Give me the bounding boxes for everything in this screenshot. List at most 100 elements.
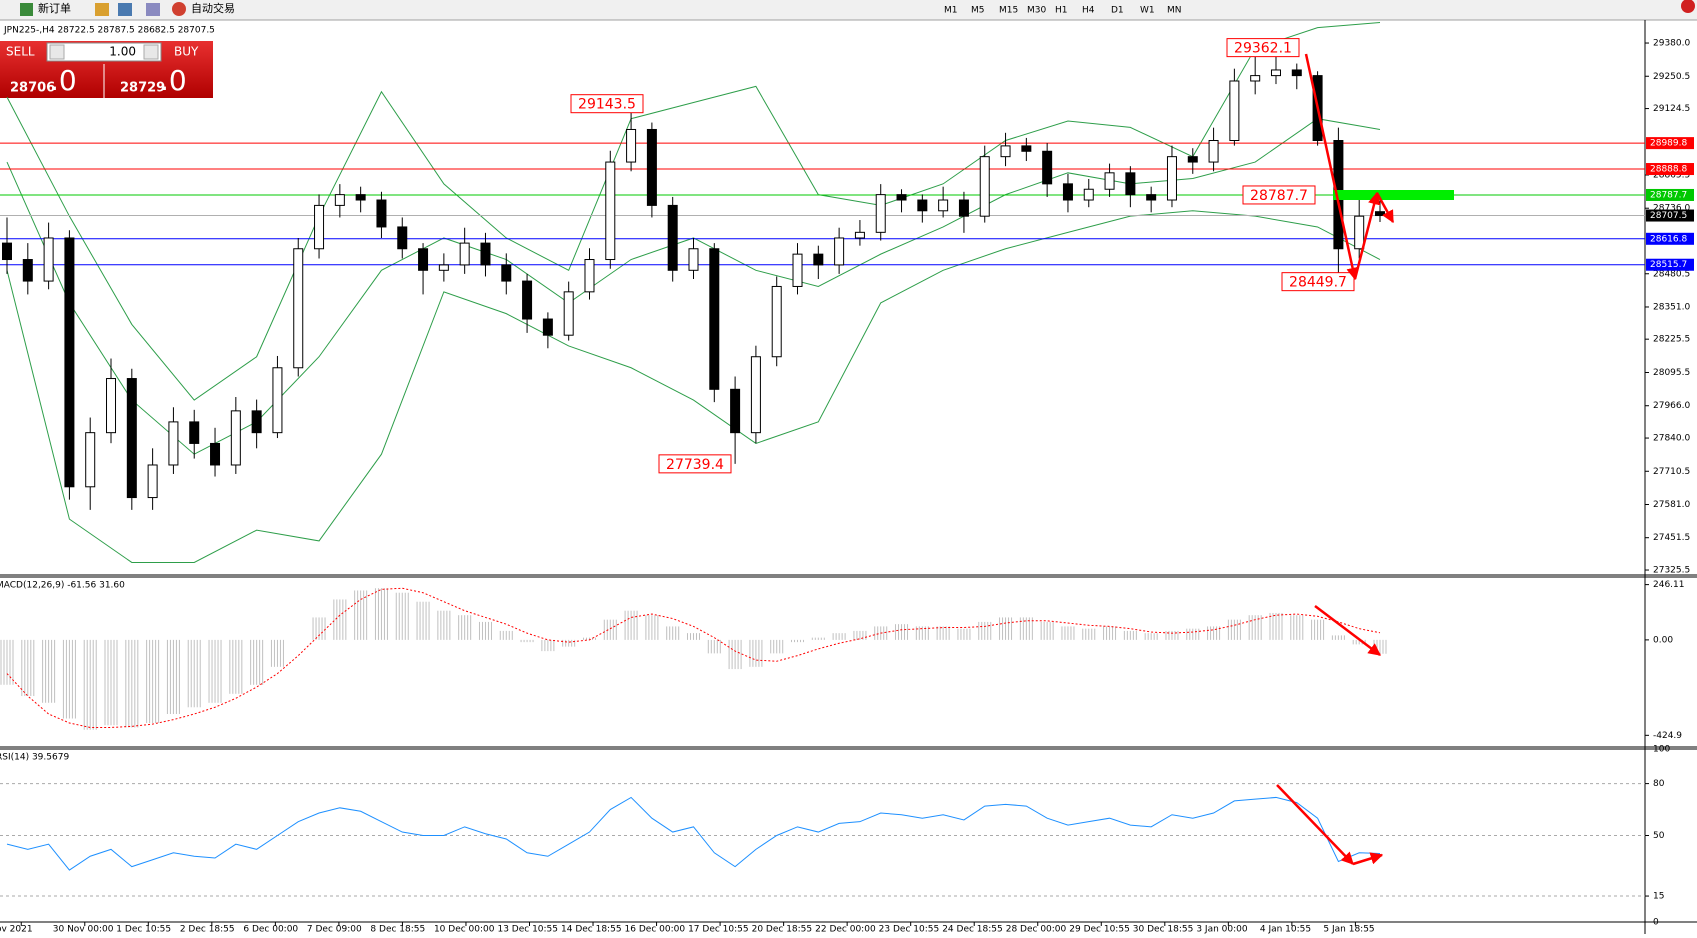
bollinger-upper	[6, 22, 1381, 401]
y-tick-label: 28095.5	[1653, 368, 1690, 378]
price-level-label: 28888.8	[1650, 165, 1687, 175]
x-tick-label: 13 Dec 10:55	[497, 925, 558, 935]
annotation: 29362.1	[1234, 41, 1292, 57]
candle-body	[397, 226, 408, 250]
candle-body	[667, 204, 678, 271]
y-tick-label: 246.11	[1653, 580, 1685, 590]
volume-down[interactable]	[49, 44, 65, 60]
x-tick-label: 22 Dec 00:00	[815, 925, 876, 935]
candle-body	[522, 280, 533, 320]
timeframe[interactable]: W1	[1140, 6, 1155, 16]
candle-body	[147, 464, 158, 499]
tool-icon[interactable]	[146, 3, 160, 16]
candle-body	[771, 285, 782, 358]
candle-body	[376, 199, 387, 228]
chart-title: JPN225-,H4 28722.5 28787.5 28682.5 28707…	[3, 26, 215, 36]
timeframe[interactable]: MN	[1167, 6, 1182, 16]
candle-body	[605, 161, 616, 261]
price-level-label: 28787.7	[1650, 190, 1687, 200]
candle-body	[1104, 172, 1115, 190]
volume[interactable]: 1.00	[109, 45, 136, 59]
x-tick-label: 24 Dec 18:55	[942, 925, 1003, 935]
candle-body	[459, 242, 470, 266]
x-tick-label: 6 Dec 00:00	[243, 925, 298, 935]
auto-trading[interactable]: 自动交易	[191, 1, 235, 15]
candle-body	[189, 421, 200, 444]
y-tick-label: 80	[1653, 779, 1665, 789]
arrow	[1375, 192, 1395, 224]
volume-box[interactable]	[46, 42, 162, 62]
price-level-label: 28515.7	[1650, 260, 1687, 270]
timeframe[interactable]: M30	[1027, 6, 1046, 16]
candle-body	[480, 242, 491, 266]
macd-signal	[6, 587, 1381, 728]
y-tick-label: 29124.5	[1653, 104, 1690, 114]
arrow	[1352, 852, 1384, 866]
candle-body	[1166, 156, 1177, 201]
bid-price[interactable]: 28706	[10, 81, 55, 96]
volume-up[interactable]	[143, 44, 159, 60]
candle-body	[938, 199, 949, 212]
price-level-label: 28616.8	[1650, 234, 1687, 244]
timeframe[interactable]: D1	[1111, 6, 1124, 16]
sell-button[interactable]: SELL	[6, 45, 35, 59]
annotation: 27739.4	[666, 457, 724, 473]
y-tick-label: 29250.5	[1653, 72, 1690, 82]
candle-body	[230, 410, 241, 466]
candle-body	[1291, 69, 1302, 77]
new-order-icon[interactable]	[20, 3, 33, 16]
candle-body	[709, 248, 720, 390]
candle-body	[43, 237, 54, 282]
buy-button[interactable]: BUY	[174, 45, 199, 59]
y-tick-label: 27840.0	[1653, 434, 1690, 444]
bollinger-lower	[6, 210, 1381, 563]
x-tick-label: 23 Dec 10:55	[879, 925, 940, 935]
y-tick-label: 50	[1653, 831, 1665, 841]
x-tick-label: 3 Jan 00:00	[1196, 925, 1248, 935]
candle-body	[355, 194, 366, 201]
arrow	[1314, 605, 1381, 656]
annotation-box	[658, 454, 732, 474]
candle-body	[542, 318, 553, 336]
annotation-box	[1242, 185, 1316, 205]
candle-body	[1270, 69, 1281, 77]
timeframe[interactable]: M5	[971, 6, 985, 16]
y-tick-label: -424.9	[1653, 731, 1682, 741]
trade-panel: SELL 1.00 BUY 28706 .0 28729 .0	[0, 41, 213, 98]
drawn-arrows	[1276, 53, 1395, 866]
annotation: 28787.7	[1250, 188, 1308, 204]
candle-body	[917, 199, 928, 212]
alert-icon[interactable]	[1681, 0, 1695, 13]
timeframe[interactable]: H4	[1082, 6, 1095, 16]
x-tick-label: 20 Dec 18:55	[752, 925, 813, 935]
candle-body	[979, 156, 990, 217]
annotation-box	[570, 94, 644, 114]
x-tick-label: 17 Dec 10:55	[688, 925, 749, 935]
timeframe[interactable]: M15	[999, 6, 1018, 16]
x-tick-label: 10 Dec 00:00	[434, 925, 495, 935]
candle-body	[126, 378, 137, 499]
annotation: 28449.7	[1289, 275, 1347, 291]
arrow	[1353, 191, 1381, 280]
y-tick-label: 27325.5	[1653, 566, 1690, 576]
candle-body	[1375, 211, 1385, 217]
x-tick-label: 16 Dec 00:00	[625, 925, 686, 935]
x-tick-label: 30 Dec 18:55	[1133, 925, 1194, 935]
tool-icon[interactable]	[95, 3, 109, 16]
candle-body	[688, 248, 699, 271]
bid-fraction[interactable]: .0	[50, 64, 77, 97]
ask-fraction[interactable]: .0	[160, 64, 187, 97]
level-zone	[1333, 190, 1454, 200]
new-order[interactable]: 新订单	[38, 1, 71, 15]
timeframe[interactable]: M1	[944, 6, 958, 16]
candle-body	[750, 356, 761, 434]
tool-icon[interactable]	[118, 3, 132, 16]
ask-price[interactable]: 28729	[120, 81, 165, 96]
auto-trading-icon[interactable]	[172, 2, 186, 16]
candle-body	[438, 264, 449, 271]
candle-body	[854, 231, 865, 239]
y-tick-label: 0	[1653, 918, 1659, 928]
candle-body	[2, 242, 12, 261]
timeframe[interactable]: H1	[1055, 6, 1068, 16]
